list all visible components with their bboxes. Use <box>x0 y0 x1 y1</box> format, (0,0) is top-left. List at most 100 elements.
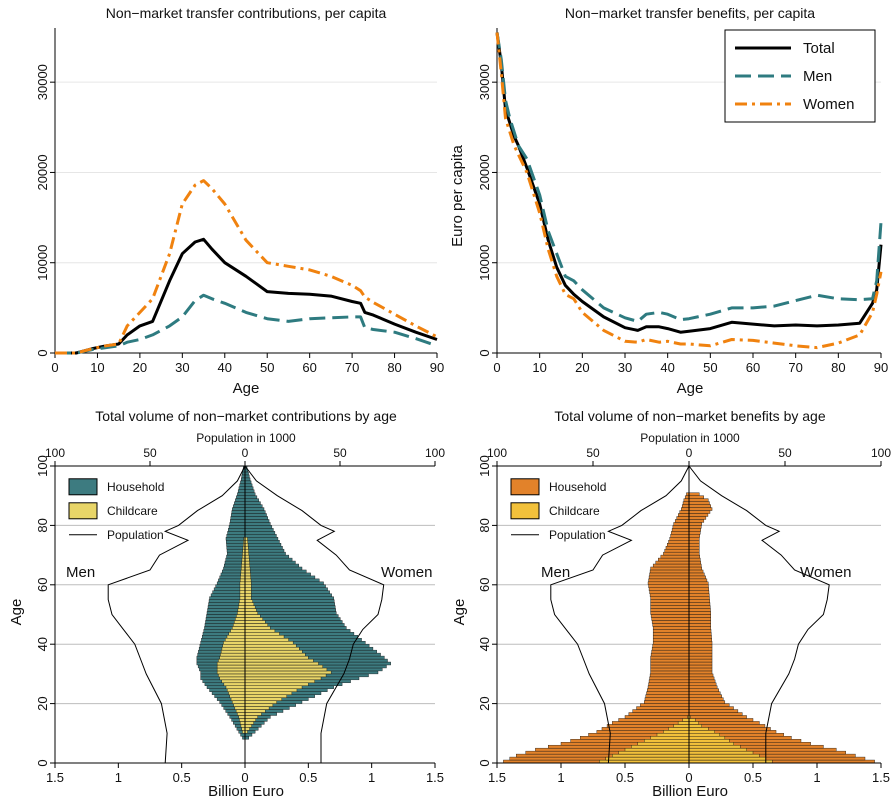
bar-childcare-women <box>244 620 266 624</box>
legend-label-population: Population <box>107 528 164 542</box>
bar-childcare-women <box>688 753 760 758</box>
bar-household-men <box>652 641 690 645</box>
population-line-men <box>107 465 246 764</box>
bar-household-women <box>244 736 249 740</box>
bar-household-women <box>688 688 719 692</box>
x2-tick-label: 50 <box>778 446 792 460</box>
bar-childcare-men <box>233 703 246 707</box>
bar-childcare-women <box>244 593 252 597</box>
bar-childcare-men <box>238 602 246 606</box>
bar-household-men <box>650 614 690 618</box>
bar-household-women <box>688 498 709 502</box>
bar-childcare-men <box>637 742 690 746</box>
bar-childcare-women <box>244 578 252 583</box>
bar-household-women <box>688 664 713 669</box>
bar-household-women <box>688 608 711 612</box>
y-tick-label: 20000 <box>477 154 492 190</box>
bar-childcare-men <box>682 718 690 722</box>
bar-household-men <box>644 697 690 701</box>
bar-household-men <box>684 495 690 499</box>
panel1-plot: 0 10000 20000 30000 0 10 20 30 40 50 60 70 80 90 <box>35 28 444 375</box>
bar-childcare-men <box>227 688 246 692</box>
y-tick-label: 0 <box>35 349 50 356</box>
y-tick-label: 100 <box>35 455 50 477</box>
bar-childcare-men <box>228 632 246 636</box>
bar-household-men <box>226 548 246 553</box>
bar-childcare-men <box>221 646 246 651</box>
bar-childcare-women <box>244 709 266 713</box>
bar-household-men <box>230 519 246 523</box>
panel4-women-label: Women <box>800 564 851 581</box>
x-tick-label: 50 <box>703 360 717 375</box>
x-tick-label: 80 <box>831 360 845 375</box>
x2-tick-label: 50 <box>333 446 347 460</box>
bar-childcare-women <box>244 691 293 695</box>
bar-childcare-women <box>688 750 754 755</box>
bar-household-men <box>650 670 690 675</box>
panel4-men-label: Men <box>541 564 570 581</box>
bar-childcare-men <box>223 682 246 686</box>
bar-household-women <box>244 504 263 508</box>
panel4-x2label: Population in 1000 <box>640 431 740 445</box>
bar-childcare-men <box>225 638 246 642</box>
bar-household-women <box>244 492 256 496</box>
bar-childcare-men <box>668 727 690 731</box>
bar-childcare-women <box>244 587 252 591</box>
bar-household-women <box>688 528 701 532</box>
bar-household-men <box>618 718 690 722</box>
bar-household-women <box>688 516 707 520</box>
bar-household-men <box>655 560 690 565</box>
bar-childcare-women <box>688 727 709 731</box>
bar-household-women <box>244 537 279 541</box>
bar-household-women <box>688 525 702 529</box>
bar-household-women <box>244 605 336 609</box>
bar-household-women <box>244 557 293 562</box>
bar-household-men <box>636 706 690 710</box>
bar-household-women <box>244 596 334 600</box>
legend-label-childcare: Childcare <box>549 504 600 518</box>
bar-childcare-women <box>688 718 696 722</box>
x2-tick-label: 100 <box>45 446 65 460</box>
series-line-men <box>495 32 883 323</box>
bar-household-men <box>652 629 690 633</box>
bar-household-women <box>688 670 713 675</box>
bar-household-men <box>652 632 690 636</box>
x-tick-label: 0.5 <box>616 770 634 785</box>
x2-tick-label: 100 <box>425 446 445 460</box>
bar-childcare-men <box>239 587 246 591</box>
bar-household-men <box>236 495 246 499</box>
bar-household-women <box>688 534 700 538</box>
panel1-xlabel: Age <box>233 380 260 397</box>
bar-childcare-women <box>244 664 323 669</box>
bar-household-women <box>244 498 259 502</box>
bar-household-women <box>688 587 709 591</box>
bar-household-women <box>688 635 712 639</box>
legend-label-women: Women <box>803 96 854 113</box>
x2-tick-label: 100 <box>871 446 891 460</box>
panel-contributions-volume: Total volume of non−market contributions… <box>8 408 445 800</box>
bar-household-men <box>650 661 690 666</box>
bar-household-women <box>688 709 739 713</box>
bar-household-men <box>649 593 690 597</box>
series-line-women <box>495 32 883 350</box>
bar-childcare-men <box>225 685 246 689</box>
x-tick-label: 1 <box>557 770 564 785</box>
bar-household-men <box>649 590 690 594</box>
bar-childcare-men <box>220 649 246 654</box>
bar-household-women <box>688 495 704 499</box>
bar-household-women <box>244 554 290 559</box>
x-tick-label: 0 <box>241 770 248 785</box>
bar-childcare-men <box>618 750 690 755</box>
bar-household-women <box>244 534 277 538</box>
bar-household-men <box>650 611 690 615</box>
y-tick-label: 40 <box>477 637 492 651</box>
bar-childcare-women <box>244 602 255 606</box>
legend-swatch-childcare <box>68 502 98 520</box>
bar-childcare-women <box>244 658 314 663</box>
bar-childcare-women <box>244 566 251 571</box>
bar-household-women <box>688 679 716 684</box>
bar-household-men <box>650 599 690 603</box>
bar-household-men <box>239 483 246 487</box>
bar-household-men <box>660 554 690 559</box>
bar-household-women <box>688 531 701 535</box>
